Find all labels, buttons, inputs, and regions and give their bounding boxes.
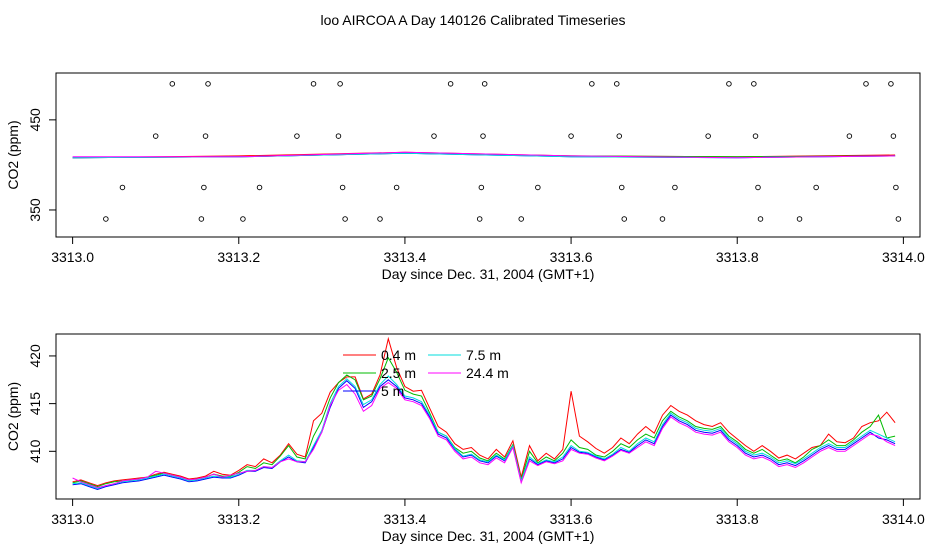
plot-frame [55,333,921,500]
plot-frame [55,72,921,238]
x-tick-label: 3313.6 [550,249,593,265]
x-tick-label: 3313.6 [550,511,593,527]
series-line [72,379,896,491]
series-line [72,336,896,487]
scatter-point [568,133,574,139]
legend-label: 0.4 m [381,347,416,363]
legend-label: 24.4 m [466,365,509,381]
scatter-point [751,81,757,87]
scatter-point [198,216,205,222]
scatter-point [659,216,666,222]
scatter-point [813,184,819,191]
x-tick-label: 3313.4 [384,249,427,265]
scatter-point [480,133,486,139]
x-tick-label: 3313.2 [217,249,260,265]
scatter-point [119,184,126,191]
x-tick-label: 3314.0 [882,511,925,527]
series-line [72,381,896,489]
scatter-point [895,216,902,222]
x-axis-label: Day since Dec. 31, 2004 (GMT+1) [382,528,595,544]
scatter-point [335,133,342,139]
legend-label: 5 m [381,383,404,399]
scatter-point [476,216,483,222]
scatter-point [757,216,764,222]
scatter-point [202,133,209,139]
scatter-point [478,184,485,191]
scatter-point [755,184,761,191]
y-axis-label: CO2 (ppm) [5,382,21,451]
x-tick-label: 3313.2 [217,511,260,527]
y-tick-label: 450 [27,108,43,132]
scatter-point [342,216,348,222]
scatter-point [310,81,317,87]
scatter-point [103,216,109,222]
scatter-point [256,184,263,191]
top-panel: 3313.0 3313.2 3313.4 3313.6 3313.8 3314.0 Day … [5,72,925,282]
bottom-panel: 3313.0 3313.2 3313.4 3313.6 3313.8 3314.0 Day … [5,333,925,544]
scatter-point [535,184,541,191]
scatter-point [201,184,207,191]
scatter-point [796,216,803,222]
x-tick-label: 3313.8 [716,249,759,265]
y-tick-label: 350 [27,198,43,222]
series-line [72,375,896,490]
scatter-point [672,184,678,191]
scatter-point [890,133,897,139]
legend-label: 7.5 m [466,347,501,363]
scatter-point [518,216,524,222]
scatter-point [339,184,346,191]
scatter-point [152,133,159,139]
scatter-point [619,184,625,191]
series-line [72,151,896,159]
plot-area [72,336,896,491]
scatter-point [481,81,488,87]
x-tick-label: 3313.0 [51,249,94,265]
y-axis-label: CO2 (ppm) [5,120,21,189]
scatter-point [205,81,211,87]
scatter-point [447,81,454,87]
scatter-point [377,216,383,222]
scatter-point [169,81,176,87]
scatter-point [616,133,623,139]
y-tick-label: 420 [27,344,43,368]
x-tick-label: 3314.0 [882,249,925,265]
y-tick-label: 410 [27,439,43,463]
scatter-point [393,184,400,191]
scatter-point [589,81,595,87]
scatter-point [846,133,853,139]
scatter-point [240,216,246,222]
legend-label: 2.5 m [381,365,416,381]
scatter-point [337,81,343,87]
x-tick-label: 3313.4 [384,511,427,527]
x-axis-label: Day since Dec. 31, 2004 (GMT+1) [382,266,595,282]
scatter-point [863,81,869,87]
scatter-point [726,81,732,87]
scatter-point [888,81,894,87]
y-tick-label: 415 [27,392,43,416]
scatter-point [893,184,899,191]
scatter-point [294,133,300,139]
scatter-point [614,81,620,87]
figure-title: loo AIRCOA A Day 140126 Calibrated Times… [320,12,625,28]
scatter-point [431,133,437,139]
x-tick-label: 3313.8 [716,511,759,527]
scatter-point [752,133,759,139]
plot-area [72,81,902,222]
scatter-point [621,216,627,222]
x-tick-label: 3313.0 [51,511,94,527]
legend: 0.4 m 2.5 m 5 m 7.5 m 24.4 m [343,347,509,399]
scatter-point [705,133,711,139]
